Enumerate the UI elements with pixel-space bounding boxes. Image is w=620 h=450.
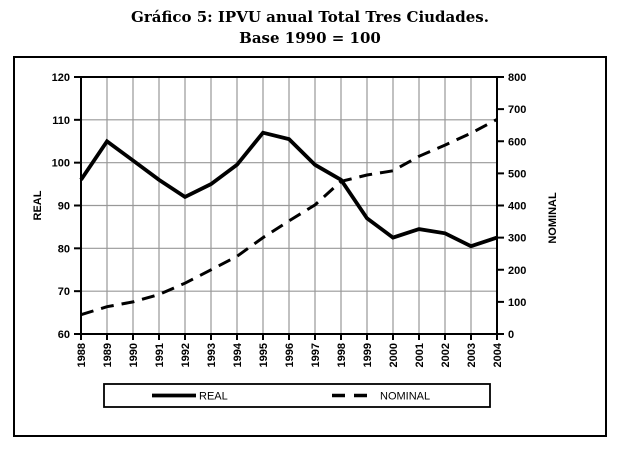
chart-container: 60 70 80 90 100 110 120 0 100 200 300 400 500 600 700 8… — [13, 56, 607, 437]
x-axis-tick-label: 1989 — [102, 343, 114, 367]
left-axis-tick-label: 80 — [58, 243, 70, 255]
x-axis-tick-label: 2000 — [388, 343, 400, 367]
right-axis-tick-label: 700 — [508, 104, 526, 116]
chart-title-line1: Gráfico 5: IPVU anual Total Tres Ciudade… — [131, 8, 489, 26]
x-axis-tick-label: 2001 — [414, 343, 426, 367]
legend-real-label: REAL — [199, 391, 228, 403]
x-axis-tick-label: 1997 — [310, 343, 322, 367]
right-axis-tick-label: 400 — [508, 201, 526, 213]
x-axis-tick-label: 1996 — [284, 343, 296, 367]
left-axis-title: REAL — [32, 190, 44, 220]
right-axis-tick-label: 100 — [508, 297, 526, 309]
x-axis-tick-label: 1988 — [76, 343, 88, 367]
x-axis-tick-label: 1998 — [336, 343, 348, 367]
right-axis-tick-label: 300 — [508, 233, 526, 245]
chart-title-line2: Base 1990 = 100 — [239, 29, 381, 47]
left-axis-tick-label: 110 — [52, 115, 70, 127]
x-axis-tick-label: 1994 — [232, 342, 244, 367]
right-axis-tick-label: 600 — [508, 136, 526, 148]
right-axis-title: NOMINAL — [547, 192, 559, 244]
x-axis-tick-label: 2003 — [466, 343, 478, 367]
left-axis-tick-label: 70 — [58, 286, 70, 298]
x-axis-tick-label: 2002 — [440, 343, 452, 367]
x-axis-tick-label: 1999 — [362, 343, 374, 367]
left-axis-tick-label: 90 — [58, 201, 70, 213]
left-axis-tick-label: 120 — [52, 72, 70, 84]
legend-nominal-label: NOMINAL — [380, 391, 430, 403]
x-axis-tick-label: 1990 — [128, 343, 140, 367]
left-axis-tick-label: 100 — [52, 158, 70, 170]
right-axis-tick-label: 800 — [508, 72, 526, 84]
x-axis-tick-label: 2004 — [492, 342, 504, 367]
left-axis-tick-label: 60 — [58, 329, 70, 341]
right-axis-tick-label: 200 — [508, 265, 526, 277]
right-axis-tick-label: 0 — [508, 329, 514, 341]
chart-title: Gráfico 5: IPVU anual Total Tres Ciudade… — [0, 7, 620, 49]
right-axis-tick-label: 500 — [508, 168, 526, 180]
x-axis-tick-label: 1993 — [206, 343, 218, 367]
x-axis-tick-label: 1995 — [258, 343, 270, 367]
series-nominal-line — [80, 118, 498, 317]
legend-box — [103, 383, 491, 408]
chart-canvas: 60 70 80 90 100 110 120 0 100 200 300 400 500 600 700 8… — [32, 72, 559, 408]
x-axis-tick-label: 1991 — [154, 343, 166, 367]
x-axis-tick-label: 1992 — [180, 343, 192, 367]
series-real-line — [79, 130, 498, 249]
